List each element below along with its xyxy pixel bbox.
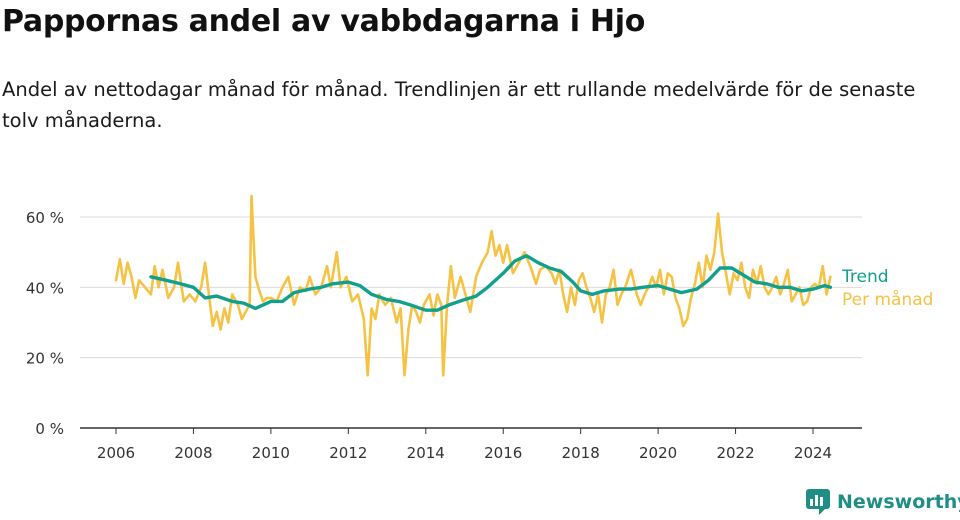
y-tick-label: 0 % <box>35 420 64 438</box>
x-tick-label: 2016 <box>484 444 522 462</box>
chart-title: Pappornas andel av vabbdagarna i Hjo <box>2 4 646 39</box>
axes: 0 % 20 % 40 % 60 % 2006 2008 2010 2012 2014 2016 2… <box>26 209 862 462</box>
x-tick-label: 2006 <box>97 444 135 462</box>
legend-label: Per månad <box>842 289 933 310</box>
y-tick-label: 60 % <box>26 209 64 227</box>
y-tick-label: 40 % <box>26 279 64 297</box>
x-tick-label: 2012 <box>329 444 367 462</box>
x-tick-label: 2022 <box>716 444 754 462</box>
x-tick-label: 2018 <box>562 444 600 462</box>
x-tick-label: 2008 <box>174 444 212 462</box>
x-tick-label: 2010 <box>252 444 290 462</box>
legend-label: Trend <box>841 267 889 287</box>
x-tick-label: 2024 <box>794 444 832 462</box>
x-tick-label: 2014 <box>407 444 445 462</box>
y-tick-label: 20 % <box>26 350 64 368</box>
x-tick-label: 2020 <box>639 444 677 462</box>
newsworthy-logo-icon <box>806 489 830 515</box>
series-lines <box>114 194 833 377</box>
chart-subtitle: Andel av nettodagar månad för månad. Tre… <box>2 78 916 132</box>
monthly-series-line <box>114 194 832 377</box>
brand-name: Newsworthy <box>837 491 960 513</box>
trend-series-line <box>149 254 833 312</box>
brand-logo: Newsworthy <box>805 488 960 516</box>
